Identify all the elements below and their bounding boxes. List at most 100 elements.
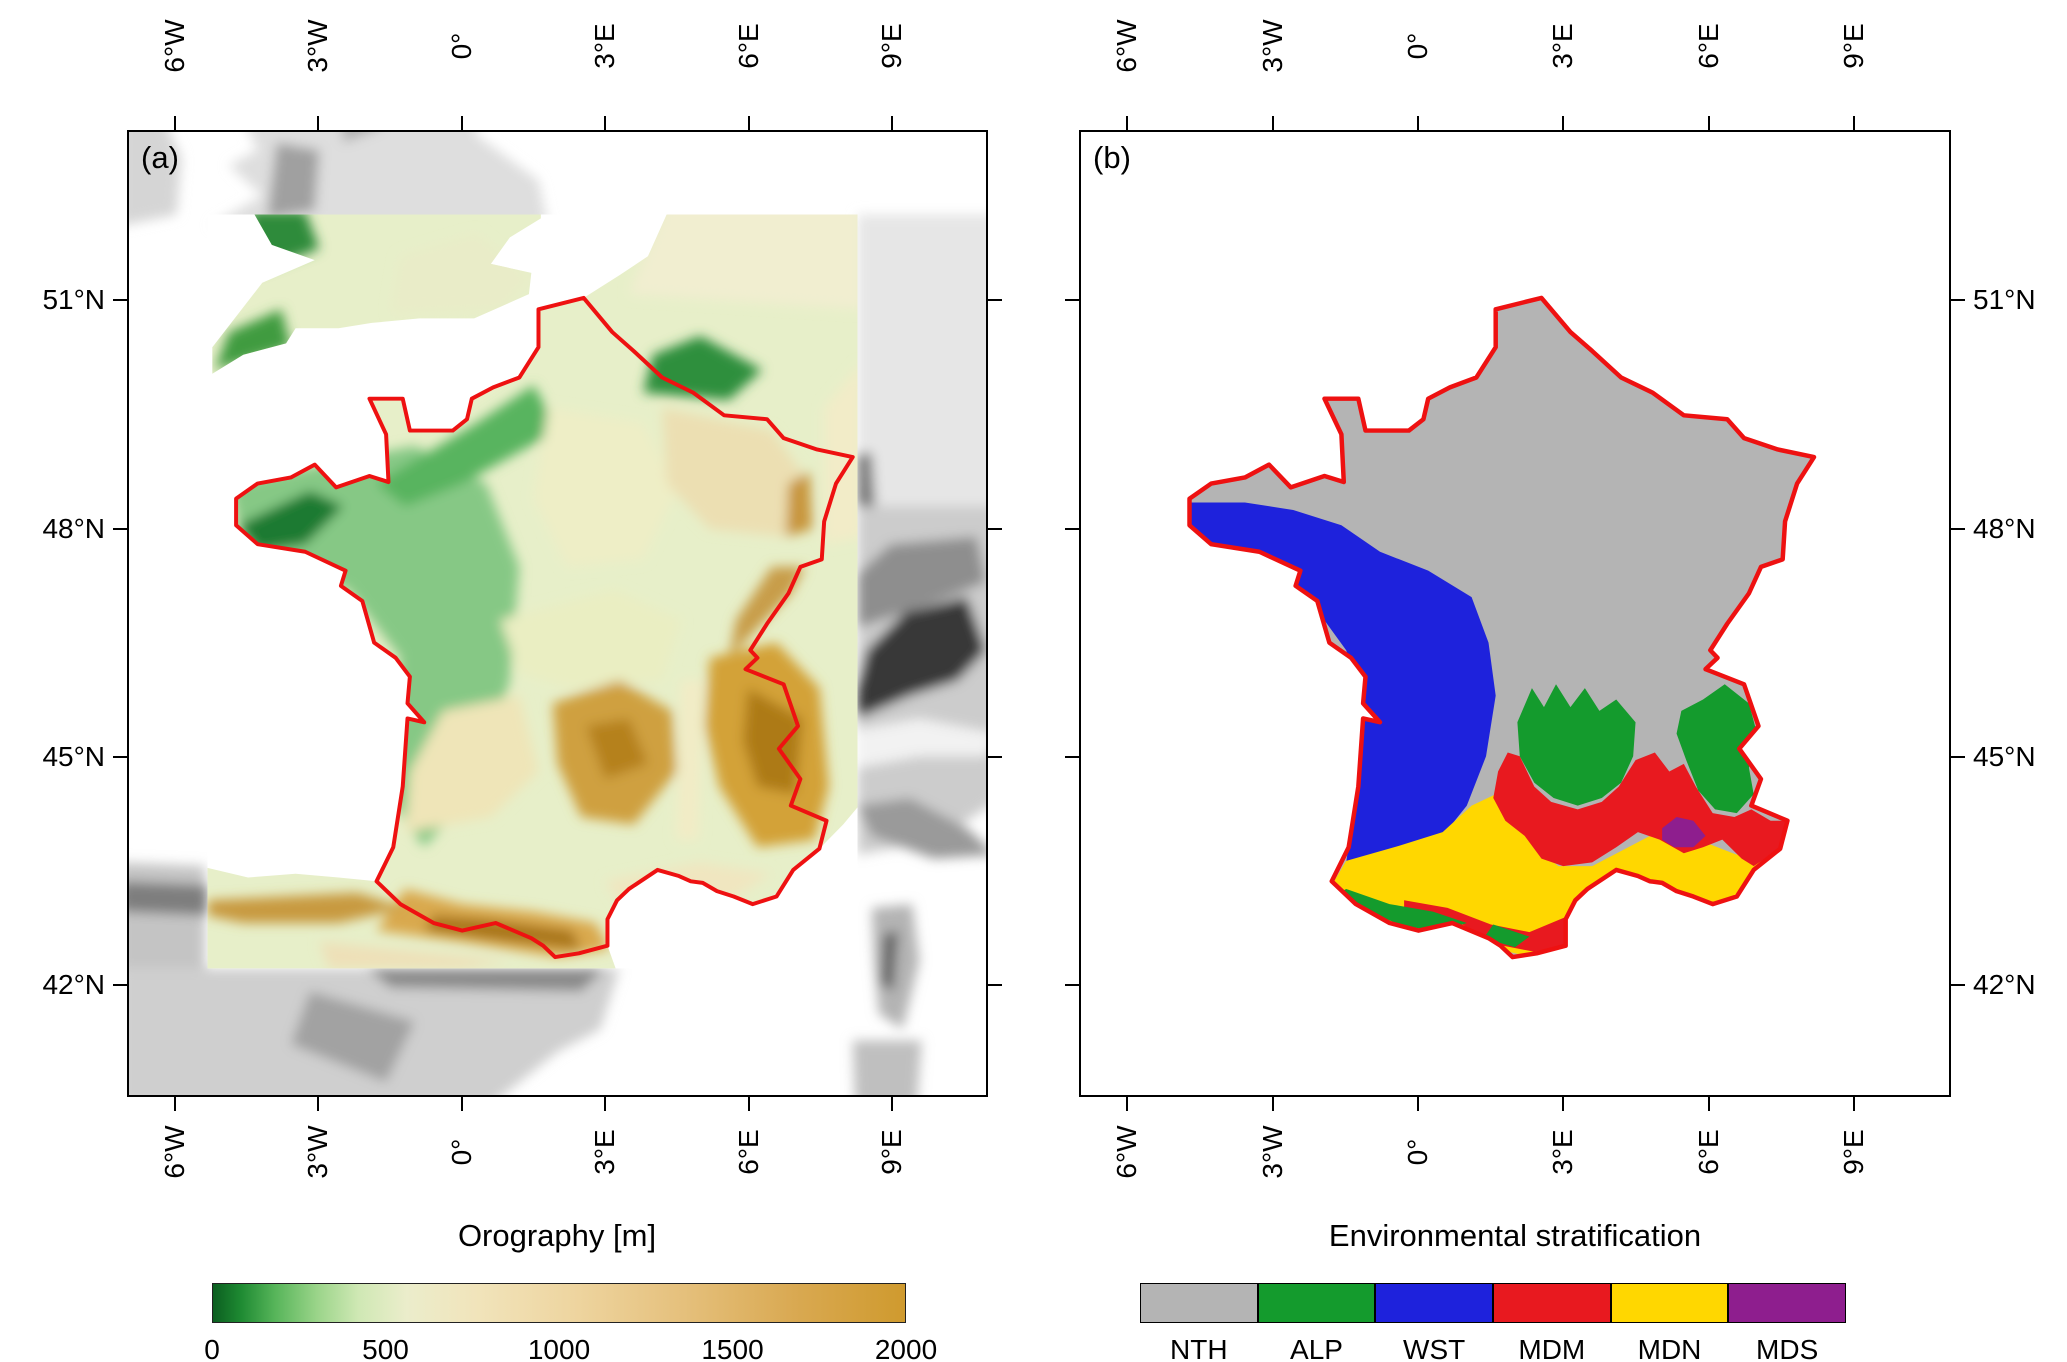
colorbar-tick-label: 1500: [701, 1334, 764, 1362]
france-outline: [1187, 295, 1817, 960]
lon-tick-mark: [1271, 116, 1274, 130]
lon-tick-label: 6°W: [158, 1125, 190, 1179]
lon-tick-label: 6°W: [158, 19, 190, 73]
panel-a-plot: (a): [127, 130, 988, 1097]
gray-relief-patch: [129, 881, 208, 916]
lon-tick-label: 0°: [1402, 1138, 1434, 1166]
lon-tick-label: 9°E: [876, 23, 908, 69]
lon-tick-label: 6°E: [732, 1129, 764, 1175]
terrain-patch: [728, 566, 806, 658]
lat-tick-label: 51°N: [1973, 284, 2036, 316]
orography-map: [129, 132, 986, 1095]
lat-tick-mark: [1065, 299, 1079, 302]
lon-tick-mark: [604, 116, 607, 130]
lon-tick-label: 0°: [445, 32, 477, 60]
lon-tick-mark: [173, 116, 176, 130]
legend-label: NTH: [1170, 1334, 1228, 1362]
gray-relief-patch: [129, 132, 182, 225]
lon-tick-mark: [460, 1097, 463, 1111]
lon-tick-mark: [173, 1097, 176, 1111]
gray-relief-patch: [129, 862, 206, 969]
terrain-patch: [676, 680, 703, 840]
gray-relief-patch: [871, 904, 920, 1030]
terrain-patch: [376, 385, 558, 507]
terrain-patch: [238, 491, 344, 552]
terrain-patch: [628, 214, 858, 310]
gray-relief-patch: [209, 132, 548, 226]
lon-tick-label: 3°W: [1256, 19, 1288, 73]
legend-label: MDS: [1756, 1334, 1819, 1362]
legend-label: MDM: [1518, 1334, 1586, 1362]
terrain-patch: [424, 915, 582, 950]
lon-tick-mark: [891, 1097, 894, 1111]
lon-tick-label: 3°W: [1256, 1125, 1288, 1179]
lon-tick-label: 9°E: [1838, 23, 1870, 69]
lat-tick-label: 42°N: [1973, 969, 2036, 1001]
lon-tick-mark: [1562, 116, 1565, 130]
lon-tick-mark: [1707, 1097, 1710, 1111]
lon-tick-label: 9°E: [1838, 1129, 1870, 1175]
lon-tick-label: 0°: [445, 1138, 477, 1166]
lon-tick-label: 3°E: [1547, 23, 1579, 69]
terrain-patch: [586, 718, 648, 780]
lat-tick-mark: [988, 755, 1002, 758]
terrain-patch: [319, 941, 510, 969]
legend-label: ALP: [1290, 1334, 1343, 1362]
lon-tick-mark: [747, 116, 750, 130]
panel-a-label: (a): [141, 140, 179, 175]
legend-label: WST: [1403, 1334, 1466, 1362]
lat-tick-mark: [1951, 755, 1965, 758]
lon-tick-label: 3°E: [589, 1129, 621, 1175]
lat-tick-mark: [1951, 299, 1965, 302]
colorbar-tick-label: 2000: [874, 1334, 938, 1362]
lat-tick-mark: [113, 984, 127, 987]
lon-tick-label: 6°E: [732, 23, 764, 69]
lon-tick-mark: [1417, 116, 1420, 130]
gray-relief-patch: [857, 718, 986, 768]
legend-swatch-wst: [1375, 1283, 1493, 1323]
lat-tick-mark: [1951, 984, 1965, 987]
terrain-patch: [390, 233, 529, 314]
gray-relief-patch: [857, 536, 986, 628]
terrain-patch: [405, 695, 539, 833]
terrain-patch: [207, 892, 406, 924]
lon-tick-label: 3°W: [302, 1125, 334, 1179]
terrain-patch: [786, 472, 813, 537]
lat-tick-label: 45°N: [42, 740, 105, 772]
zone-mds: [1662, 816, 1706, 848]
colorbar-tick-label: 0: [204, 1334, 220, 1362]
background-relief: [129, 132, 986, 1095]
france-outline: [234, 295, 855, 960]
colorbar-tick-label: 1000: [527, 1334, 591, 1362]
legend-swatch-alp: [1257, 1283, 1376, 1323]
lon-tick-label: 6°W: [1111, 1125, 1143, 1179]
lon-tick-mark: [1707, 116, 1710, 130]
gray-relief-patch: [881, 930, 898, 992]
orography-colorbar: [212, 1283, 906, 1323]
lon-tick-label: 6°E: [1692, 23, 1724, 69]
lon-tick-mark: [317, 1097, 320, 1111]
lon-tick-mark: [1417, 1097, 1420, 1111]
terrain-patch: [743, 688, 803, 795]
colorbar-tick-label: 500: [362, 1334, 409, 1362]
gray-relief-patch: [342, 132, 370, 143]
lat-tick-mark: [113, 755, 127, 758]
lat-tick-label: 51°N: [42, 284, 105, 316]
gray-relief-patch: [857, 597, 986, 719]
legend-swatch-mdm: [1493, 1283, 1611, 1323]
lon-tick-mark: [1271, 1097, 1274, 1111]
gray-relief-patch: [857, 798, 986, 859]
zone-alp: [1483, 924, 1530, 948]
lat-tick-label: 48°N: [1973, 512, 2036, 544]
lon-tick-label: 6°E: [1692, 1129, 1724, 1175]
lat-tick-mark: [988, 984, 1002, 987]
panel-b-label: (b): [1093, 140, 1131, 175]
zone-alp: [1336, 888, 1467, 933]
panel-b-plot: (b): [1079, 130, 1951, 1097]
terrain-patch: [500, 589, 682, 689]
legend-swatch-mds: [1728, 1283, 1846, 1323]
gray-relief-patch: [290, 991, 415, 1083]
gray-relief-patch: [852, 1040, 922, 1095]
legend-label: MDN: [1637, 1334, 1702, 1362]
